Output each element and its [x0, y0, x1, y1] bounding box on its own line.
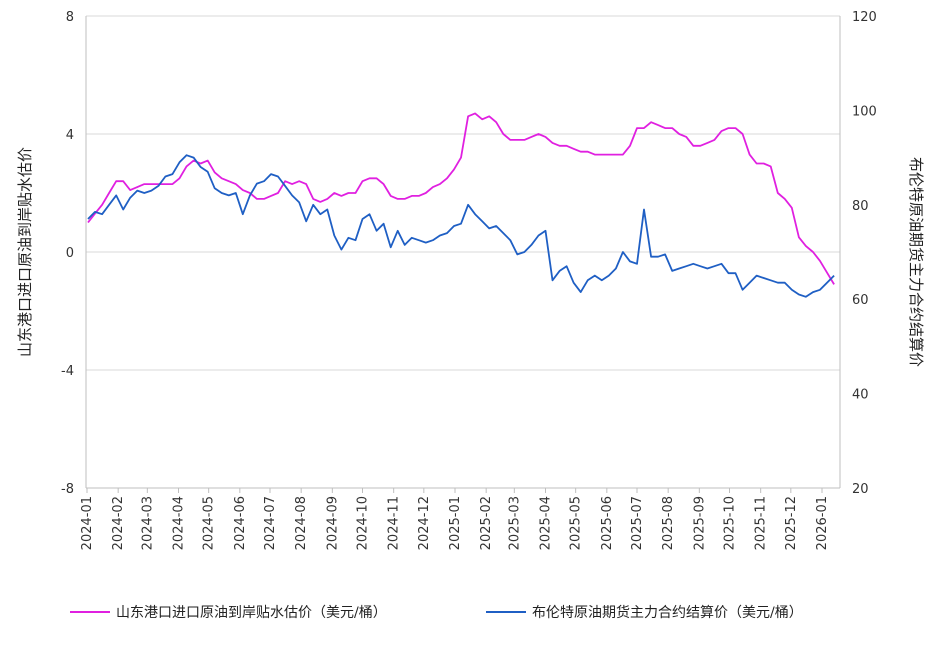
left-tick-label: -8	[61, 482, 74, 497]
left-tick-label: 4	[66, 128, 74, 143]
x-tick-label: 2025-05	[569, 496, 584, 550]
x-tick-label: 2024-04	[171, 496, 186, 550]
right-tick-label: 20	[852, 482, 869, 497]
legend-label-blue: 布伦特原油期货主力合约结算价（美元/桶）	[532, 604, 803, 621]
x-tick-label: 2025-06	[600, 496, 615, 550]
x-tick-label: 2025-09	[692, 496, 707, 550]
right-tick-label: 120	[852, 10, 877, 25]
plot-frame	[85, 16, 841, 489]
x-tick-label: 2024-08	[294, 496, 309, 550]
x-tick-label: 2024-09	[325, 496, 340, 550]
series-line-pink	[87, 112, 835, 285]
series-line-blue	[87, 154, 835, 298]
x-tick-label: 2026-01	[815, 496, 830, 550]
x-tick-label: 2025-03	[507, 496, 522, 550]
right-y-axis-ticks: 120 100 80 60 40 20	[852, 10, 877, 497]
right-tick-label: 80	[852, 199, 869, 214]
x-tick-label: 2025-07	[630, 496, 645, 550]
right-tick-label: 60	[852, 293, 869, 308]
legend-label-pink: 山东港口进口原油到岸贴水估价（美元/桶）	[116, 605, 387, 621]
x-tick-label: 2025-04	[538, 496, 553, 550]
series-lines	[87, 112, 835, 298]
left-tick-label: -4	[61, 364, 74, 379]
right-tick-label: 40	[852, 388, 869, 403]
x-tick-label: 2025-08	[661, 496, 676, 550]
left-y-axis-title: 山东港口进口原油到岸贴水估价	[16, 147, 34, 357]
left-tick-label: 8	[66, 10, 74, 25]
x-tick-label: 2024-07	[263, 496, 278, 550]
x-tick-label: 2024-01	[80, 496, 95, 550]
x-tick-label: 2025-10	[722, 496, 737, 550]
x-tick-label: 2024-05	[202, 496, 217, 550]
x-tick-label: 2024-12	[417, 496, 432, 550]
left-y-axis-ticks: 8 4 0 -4 -8	[61, 10, 74, 497]
x-tick-label: 2024-02	[111, 496, 126, 550]
left-tick-label: 0	[66, 246, 74, 261]
x-tick-label: 2024-11	[387, 496, 402, 550]
x-tick-label: 2024-06	[233, 496, 248, 550]
x-tick-label: 2024-10	[355, 496, 370, 550]
legend: 山东港口进口原油到岸贴水估价（美元/桶） 布伦特原油期货主力合约结算价（美元/桶…	[70, 604, 803, 621]
right-tick-label: 100	[852, 104, 877, 119]
x-axis-ticks: 2024-01 2024-02 2024-03 2024-04 2024-05 2024-…	[80, 488, 830, 550]
x-tick-label: 2025-01	[448, 496, 463, 550]
x-tick-label: 2025-11	[754, 496, 769, 550]
right-y-axis-title: 布伦特原油期货主力合约结算价	[907, 157, 925, 367]
x-tick-label: 2024-03	[140, 496, 155, 550]
x-tick-label: 2025-12	[784, 496, 799, 550]
gridlines	[86, 15, 840, 489]
x-tick-label: 2025-02	[479, 496, 494, 550]
